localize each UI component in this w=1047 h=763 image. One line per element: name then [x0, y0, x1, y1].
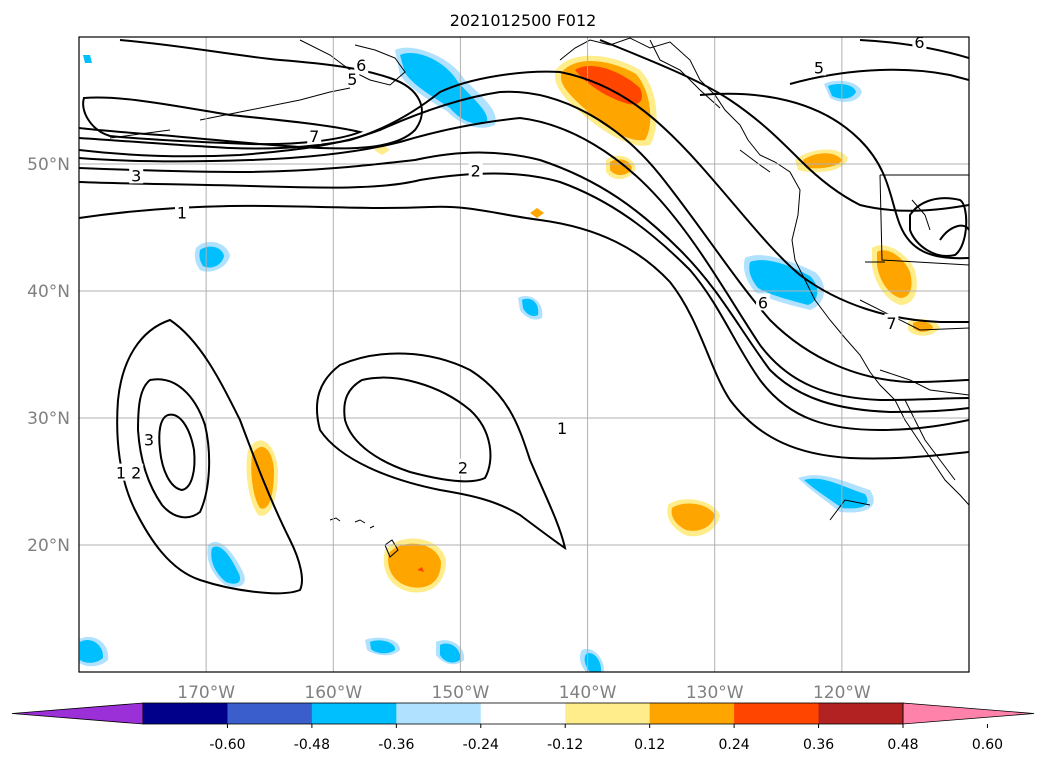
- contour-label-bg: [354, 55, 369, 73]
- contour-label: 2: [131, 464, 141, 483]
- lon-tick-label: 140°W: [559, 683, 617, 703]
- latitude-tick-labels: 20°N 30°N 40°N 50°N: [27, 155, 70, 556]
- colorbar-tick-label: 0.24: [719, 737, 750, 753]
- lon-tick-label: 170°W: [177, 683, 235, 703]
- colorbar-segment: [649, 703, 735, 724]
- colorbar-tick-label: -0.60: [209, 737, 245, 753]
- lat-tick-label: 20°N: [27, 536, 70, 556]
- lat-tick-label: 40°N: [27, 282, 70, 302]
- contour-label-bg: [455, 458, 470, 476]
- lat-tick-label: 30°N: [27, 409, 70, 429]
- contour-label: 6: [356, 56, 366, 75]
- negative-anomaly-bc-coast: [824, 80, 862, 102]
- contour-label-bg: [113, 463, 128, 481]
- colorbar-tick-label: 0.36: [803, 737, 834, 753]
- height-contours: [79, 39, 969, 595]
- contour-label: 1: [116, 464, 126, 483]
- colorbar-tick-label: 0.48: [887, 737, 918, 753]
- contour-label: 3: [144, 431, 154, 450]
- contour-label: 7: [886, 314, 896, 333]
- colorbar-segment: [565, 703, 651, 724]
- contour-label: 1: [177, 203, 187, 222]
- contour-label-bg: [884, 313, 899, 331]
- colorbar-tick-label: -0.24: [463, 737, 499, 753]
- contour-label: 6: [914, 33, 924, 52]
- negative-anomaly-subtropic: [79, 475, 874, 672]
- colorbar-segment: [734, 703, 820, 724]
- contour-label: 3: [131, 166, 141, 185]
- contour-label: 5: [814, 58, 824, 77]
- lon-tick-label: 130°W: [686, 683, 744, 703]
- lat-tick-label: 50°N: [27, 155, 70, 175]
- positive-anomaly-subtropic: [246, 440, 720, 593]
- colorbar-segment: [480, 703, 566, 724]
- colorbar-segment: [396, 703, 482, 724]
- contour-label: 2: [458, 459, 468, 478]
- coastlines: [109, 37, 969, 558]
- colorbar-tick-label: 0.12: [634, 737, 665, 753]
- contour-label: 1: [557, 419, 567, 438]
- chart-title: 2021012500 F012: [450, 11, 597, 30]
- positive-anomaly-bc: [795, 149, 848, 173]
- colorbar-tick-label: -0.12: [547, 737, 583, 753]
- contour-label-bg: [129, 463, 144, 481]
- contour-label: 5: [347, 70, 357, 89]
- colorbar-tick-label: -0.48: [294, 737, 330, 753]
- colorbar-segment: [311, 703, 397, 724]
- contour-label-bg: [811, 58, 826, 76]
- contour-label-bg: [756, 293, 771, 311]
- colorbar-segment: [818, 703, 904, 724]
- colorbar-tick-label: 0.60: [972, 737, 1003, 753]
- graticule-grid: [79, 37, 969, 672]
- contour-label-bg: [468, 161, 483, 179]
- contour-label-bg: [174, 203, 189, 221]
- lon-tick-label: 150°W: [432, 683, 490, 703]
- contour-label-bg: [912, 37, 927, 51]
- contour-label: 6: [758, 293, 768, 312]
- positive-anomaly-small: [374, 144, 636, 218]
- negative-anomaly-central-pacific: [194, 241, 543, 320]
- colorbar-frame: [142, 702, 904, 725]
- map-frame: [78, 36, 970, 673]
- colorbar-segment: [227, 703, 313, 724]
- lon-tick-label: 120°W: [813, 683, 871, 703]
- contour-label-bg: [129, 166, 144, 184]
- colorbar: -0.60 -0.48 -0.36 -0.24 -0.12 0.12 0.24 0.36 0.4…: [11, 702, 1035, 753]
- colorbar-tick-label: -0.36: [378, 737, 414, 753]
- colorbar-extend-low: [11, 702, 144, 725]
- contour-label-bg: [307, 127, 322, 145]
- contour-label-bg: [345, 69, 360, 87]
- colorbar-extend-high: [902, 702, 1035, 725]
- contour-label-bg: [555, 419, 570, 437]
- longitude-tick-labels: 170°W 160°W 150°W 140°W 130°W 120°W: [177, 683, 871, 703]
- lon-tick-label: 160°W: [304, 683, 362, 703]
- contour-label: 2: [471, 161, 481, 180]
- contour-label-bg: [141, 430, 156, 448]
- contour-label: 7: [309, 127, 319, 146]
- negative-anomaly-alaska: [83, 47, 496, 128]
- colorbar-segment: [143, 703, 228, 724]
